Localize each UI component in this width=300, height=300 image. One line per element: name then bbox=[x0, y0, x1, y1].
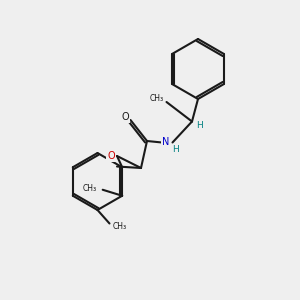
Text: CH₃: CH₃ bbox=[149, 94, 164, 103]
Text: H: H bbox=[172, 146, 179, 154]
Text: CH₃: CH₃ bbox=[112, 222, 127, 231]
Text: O: O bbox=[121, 112, 129, 122]
Text: CH₃: CH₃ bbox=[82, 184, 97, 193]
Text: H: H bbox=[196, 121, 203, 130]
Text: N: N bbox=[162, 137, 169, 148]
Text: O: O bbox=[107, 151, 115, 161]
